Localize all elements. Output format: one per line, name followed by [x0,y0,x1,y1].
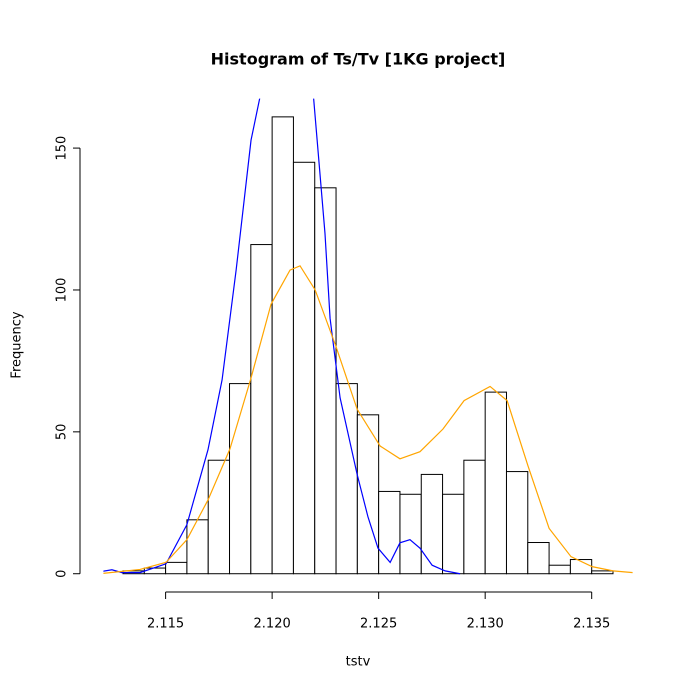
x-tick-label: 2.125 [360,617,397,632]
x-tick-label: 2.115 [147,617,184,632]
y-tick-label: 100 [55,278,70,303]
y-tick-label: 150 [55,136,70,161]
histogram-bar [271,116,294,575]
histogram-bar [143,567,167,575]
chart-title: Histogram of Ts/Tv [1KG project] [211,50,506,69]
histogram-bar [314,187,337,575]
x-tick-label: 2.130 [467,617,504,632]
histogram-bar [250,244,273,575]
histogram-bar [484,391,507,575]
histogram-bar [442,493,465,575]
histogram-bar [505,471,529,575]
density-curve [103,98,461,575]
x-tick-label: 2.135 [573,617,610,632]
y-tick-label: 50 [55,424,70,441]
histogram-bar [335,383,358,575]
histogram-bar [591,570,614,575]
y-axis-label: Frequency [10,311,25,378]
x-axis-label: tstv [346,655,371,670]
density-curves [103,98,633,575]
density-curve [103,265,633,574]
y-tick-label: 0 [55,570,70,578]
x-tick-label: 2.120 [254,617,291,632]
histogram-bar [229,383,252,575]
histogram-bar [463,459,486,575]
histogram-bar [399,493,422,575]
histogram-bar [186,519,209,575]
histogram-bar [292,161,316,575]
histogram-bar [207,459,231,575]
histogram-bar [527,542,550,575]
histogram-bar [548,564,571,575]
histogram-bar [165,561,188,575]
histogram-bar [420,473,444,575]
